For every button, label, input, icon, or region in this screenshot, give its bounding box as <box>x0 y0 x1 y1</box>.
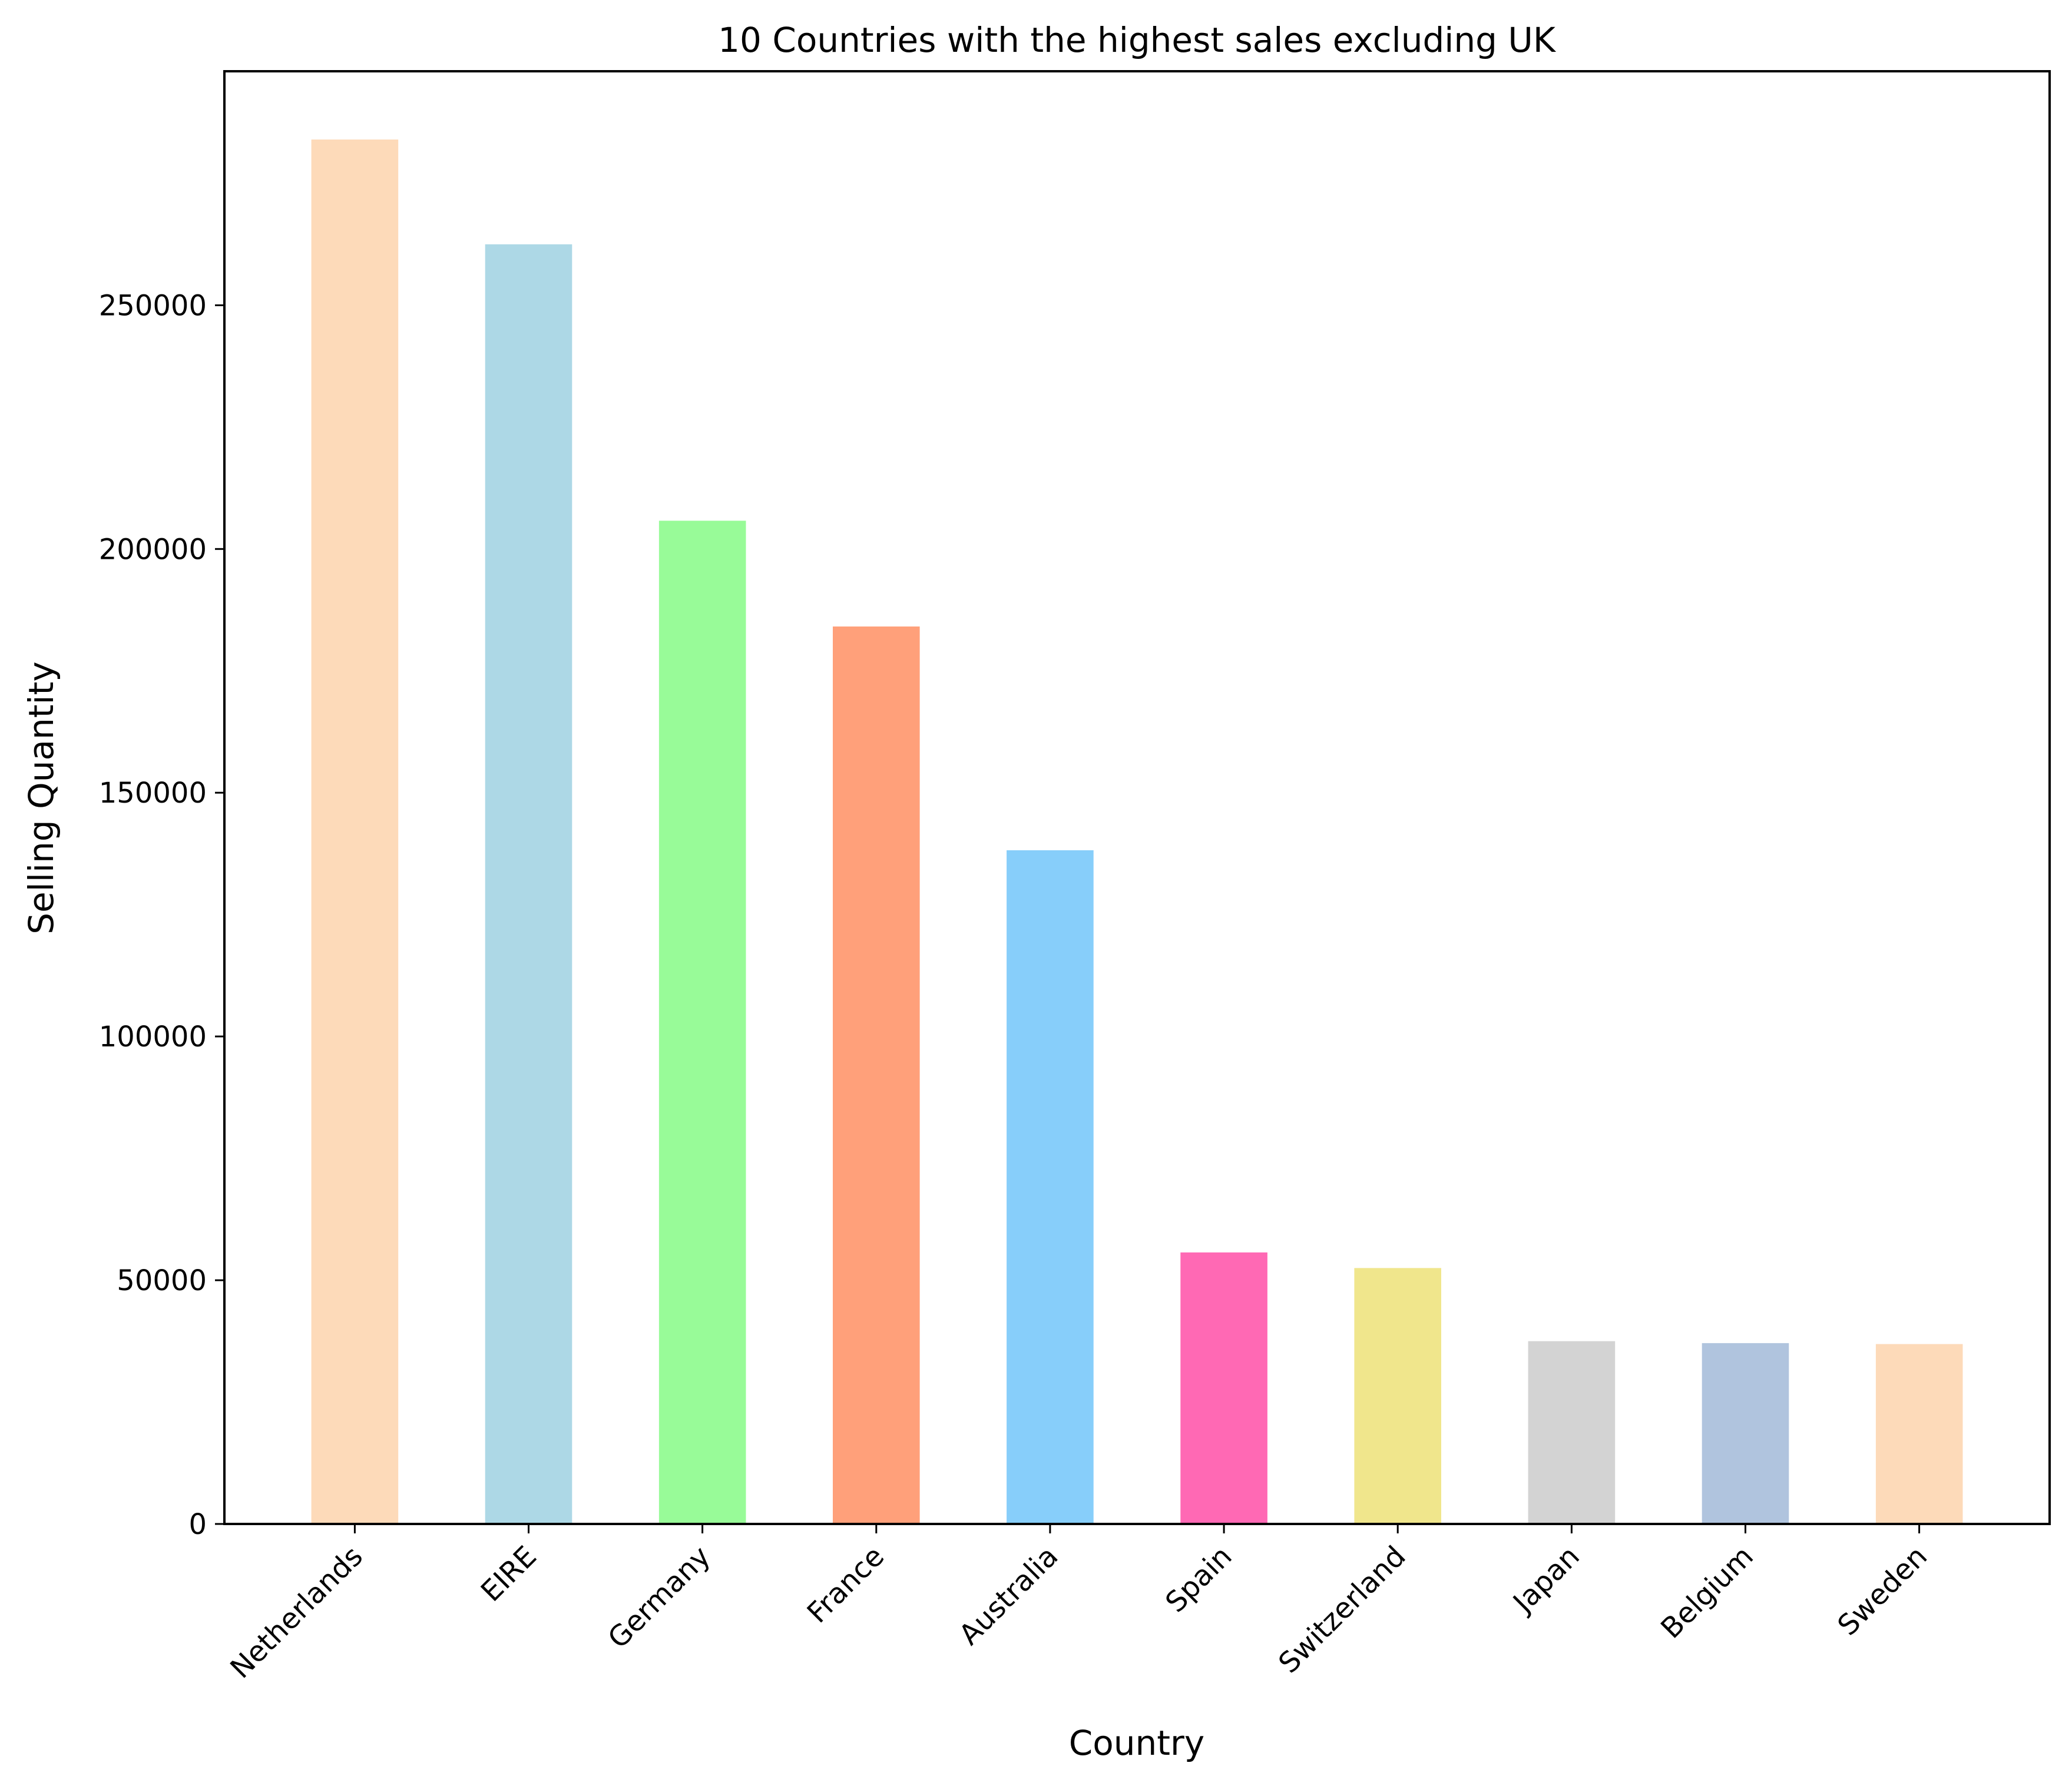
x-axis-label: Country <box>1069 1723 1204 1763</box>
x-tick-label-eire: EIRE <box>475 1540 543 1608</box>
x-tick-label-belgium: Belgium <box>1654 1540 1760 1645</box>
bar-spain <box>1180 1252 1267 1524</box>
y-tick-label: 150000 <box>99 777 207 810</box>
bar-switzerland <box>1354 1268 1441 1524</box>
y-tick-label: 250000 <box>99 289 207 322</box>
x-tick-label-netherlands: Netherlands <box>224 1540 369 1685</box>
bar-netherlands <box>311 139 399 1525</box>
x-tick-label-spain: Spain <box>1159 1540 1238 1619</box>
y-axis-label: Selling Quantity <box>21 661 61 935</box>
bar-belgium <box>1702 1343 1789 1524</box>
x-tick-label-france: France <box>801 1540 891 1629</box>
bar-japan <box>1528 1341 1616 1524</box>
chart-title: 10 Countries with the highest sales excl… <box>718 20 1557 60</box>
y-axis: 0 50000 100000 150000 200000 250000 <box>99 289 224 1541</box>
plot-frame <box>223 70 2051 1525</box>
bar-france <box>833 626 920 1524</box>
y-tick-label: 100000 <box>99 1020 207 1053</box>
y-tick-label: 200000 <box>99 533 207 566</box>
y-tick-label: 0 <box>188 1508 207 1541</box>
bar-germany <box>658 521 746 1524</box>
bar-australia <box>1007 850 1094 1524</box>
bars-layer <box>311 139 1963 1525</box>
x-tick-label-australia: Australia <box>953 1540 1065 1652</box>
y-tick-label: 50000 <box>117 1264 207 1297</box>
bar-sweden <box>1875 1344 1963 1524</box>
bar-eire <box>485 244 572 1525</box>
x-tick-label-switzerland: Switzerland <box>1272 1540 1412 1680</box>
x-tick-label-japan: Japan <box>1506 1540 1586 1620</box>
x-axis: Netherlands EIRE Germany France Australia Spa… <box>224 1524 1934 1685</box>
x-tick-label-sweden: Sweden <box>1831 1540 1934 1642</box>
x-tick-label-germany: Germany <box>601 1540 717 1655</box>
